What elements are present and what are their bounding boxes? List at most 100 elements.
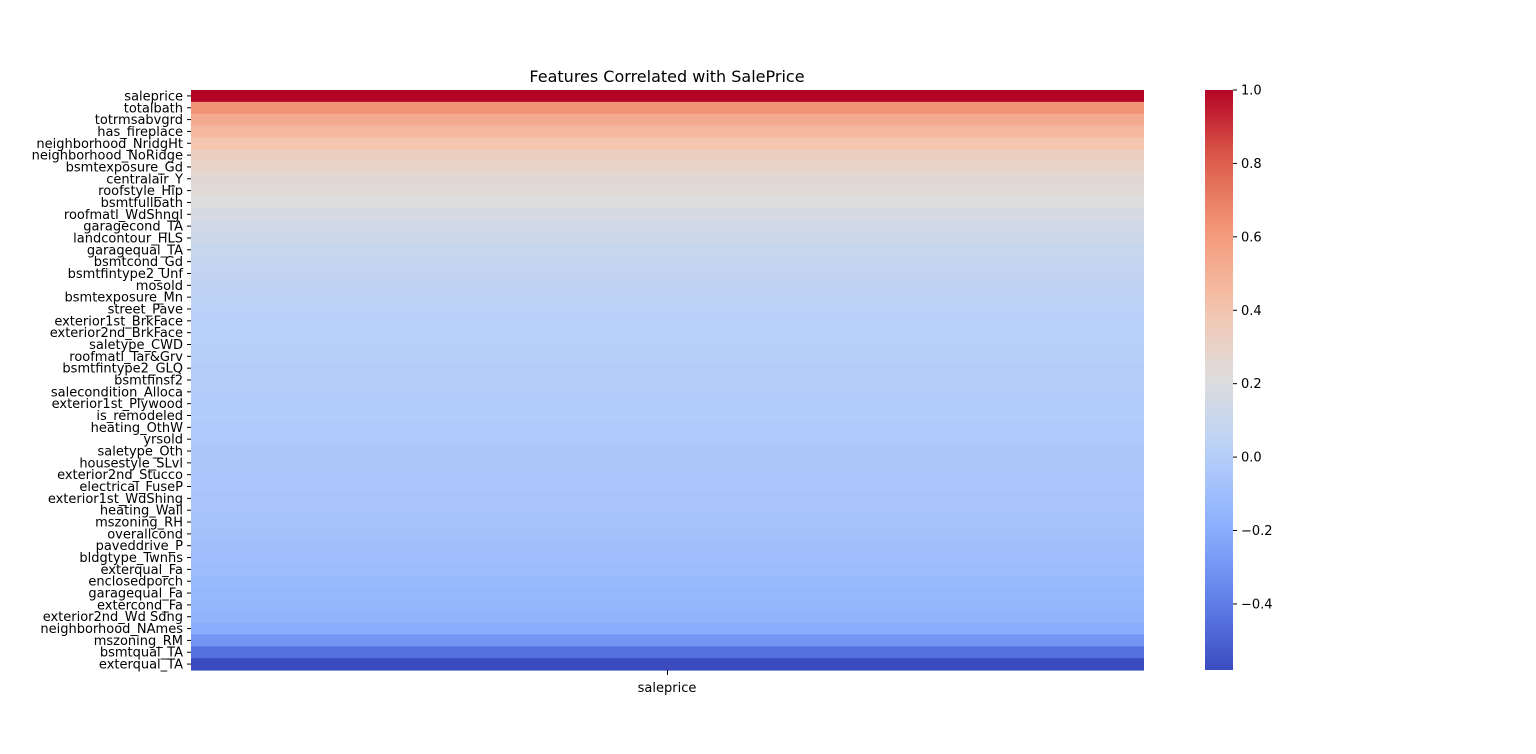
- heatmap-cell: [191, 125, 1144, 138]
- y-tick-label: garagecond_TA: [83, 220, 183, 235]
- colorbar-tick-label: −0.4: [1241, 597, 1273, 612]
- y-tick-label: bsmtfintype2_Unf: [68, 267, 184, 282]
- y-tick-label: exterior2nd_BrkFace: [50, 326, 183, 341]
- colorbar-tick-label: 0.8: [1241, 157, 1262, 172]
- y-tick-label: totrmsabvgrd: [95, 113, 183, 128]
- y-tick-label: mszoning_RM: [94, 634, 183, 649]
- y-tick-label: roofmatl_WdShngl: [64, 208, 183, 223]
- heatmap-cell: [191, 149, 1144, 162]
- y-tick-label: exterior2nd_Wd Sdng: [43, 610, 183, 625]
- y-tick-label: mszoning_RH: [95, 516, 183, 531]
- heatmap-cell: [191, 184, 1144, 198]
- heatmap-cell: [191, 243, 1144, 257]
- colorbar-ticks: 1.0 0.8 0.6 0.4 0.2 0.0 −0.2 −0.4: [1233, 84, 1273, 612]
- heatmap-cell: [191, 468, 1144, 482]
- heatmap-cell: [191, 492, 1144, 505]
- y-tick-label: landcontour_HLS: [73, 231, 183, 246]
- heatmap-cell: [191, 575, 1144, 588]
- y-tick-label: exterqual_Fa: [101, 563, 184, 578]
- heatmap-cell: [191, 267, 1144, 280]
- y-tick-label: bsmtcond_Gd: [94, 255, 183, 270]
- y-tick-label: centralair_Y: [106, 172, 183, 187]
- heatmap-cell: [191, 161, 1144, 174]
- heatmap-cell: [191, 137, 1144, 150]
- y-tick-label: exterior1st_BrkFace: [54, 314, 183, 329]
- y-tick-label: bsmtexposure_Gd: [66, 160, 183, 175]
- colorbar-gradient: [1205, 90, 1233, 670]
- y-tick-label: heating_Wall: [100, 504, 183, 519]
- heatmap-cell: [191, 303, 1144, 316]
- y-tick-label: mosold: [136, 279, 183, 294]
- y-tick-label: yrsold: [143, 433, 183, 448]
- y-tick-label: bsmtfinsf2: [114, 374, 183, 389]
- heatmap-cell: [191, 563, 1144, 576]
- heatmap-cell: [191, 421, 1144, 434]
- heatmap-cell: [191, 587, 1144, 600]
- heatmap-cells: [191, 90, 1144, 671]
- y-tick-label: neighborhood_NridgHt: [36, 137, 183, 152]
- heatmap-cell: [191, 326, 1144, 340]
- y-tick-label: paveddrive_P: [96, 539, 184, 554]
- y-tick-label: is_remodeled: [96, 409, 183, 424]
- heatmap-cell: [191, 504, 1144, 517]
- y-tick-label: saletype_Oth: [98, 445, 183, 460]
- y-tick-label: bsmtfintype2_GLQ: [62, 362, 183, 377]
- heatmap-cell: [191, 232, 1144, 245]
- heatmap-cell: [191, 90, 1144, 103]
- y-tick-label: heating_OthW: [91, 421, 183, 436]
- y-tick-label: has_fireplace: [97, 125, 183, 140]
- heatmap-cell: [191, 208, 1144, 221]
- x-axis: saleprice: [638, 670, 697, 696]
- y-tick-label: enclosedporch: [88, 575, 183, 590]
- heatmap-cell: [191, 291, 1144, 304]
- heatmap-cell: [191, 350, 1144, 363]
- heatmap-cell: [191, 255, 1144, 269]
- heatmap-cell: [191, 196, 1144, 209]
- y-tick-label: electrical_FuseP: [79, 480, 183, 495]
- y-tick-label: exterior2nd_Stucco: [57, 468, 183, 483]
- y-tick-label: neighborhood_NoRidge: [32, 149, 183, 164]
- y-tick-label: exterior1st_Plywood: [52, 397, 183, 412]
- y-tick-label: housestyle_SLvl: [79, 456, 183, 471]
- y-tick-label: bsmtqual_TA: [100, 646, 183, 661]
- colorbar-tick-label: 0.2: [1241, 377, 1262, 392]
- y-tick-label: garagequal_Fa: [88, 587, 183, 602]
- heatmap-cell: [191, 622, 1144, 636]
- colorbar-tick-label: 0.6: [1241, 230, 1262, 245]
- y-tick-label: roofmatl_Tar&Grv: [69, 350, 183, 365]
- colorbar-tick-label: 0.0: [1241, 451, 1262, 466]
- heatmap-cell: [191, 610, 1144, 624]
- y-tick-label: bldgtype_Twnhs: [79, 551, 183, 566]
- heatmap-cell: [191, 456, 1144, 470]
- y-tick-label: neighborhood_NAmes: [40, 622, 183, 637]
- heatmap-cell: [191, 314, 1144, 328]
- heatmap-cell: [191, 374, 1144, 387]
- heatmap-cell: [191, 385, 1144, 399]
- heatmap-cell: [191, 279, 1144, 292]
- heatmap-cell: [191, 551, 1144, 565]
- x-tick-label: saleprice: [638, 681, 697, 696]
- y-tick-label: salecondition_Alloca: [51, 385, 183, 400]
- y-tick-label: roofstyle_Hip: [98, 184, 183, 199]
- y-tick-label: exterqual_TA: [99, 658, 183, 673]
- heatmap-cell: [191, 480, 1144, 494]
- y-tick-label: extercond_Fa: [97, 598, 183, 613]
- heatmap-cell: [191, 172, 1144, 186]
- heatmap-cell: [191, 113, 1144, 127]
- heatmap-cell: [191, 516, 1144, 529]
- colorbar-tick-label: −0.2: [1241, 524, 1273, 539]
- y-tick-label: saleprice: [124, 89, 183, 104]
- heatmap-cell: [191, 658, 1144, 671]
- y-tick-label: bsmtexposure_Mn: [65, 291, 183, 306]
- heatmap-cell: [191, 101, 1144, 115]
- heatmap-cell: [191, 433, 1144, 446]
- row-labels: salepricetotalbathtotrmsabvgrdhas_firepl…: [32, 89, 191, 673]
- heatmap-cell: [191, 646, 1144, 659]
- heatmap-cell: [191, 445, 1144, 458]
- heatmap-cell: [191, 539, 1144, 553]
- y-tick-label: street_Pave: [108, 302, 183, 317]
- y-tick-label: bsmtfullbath: [101, 196, 183, 211]
- heatmap-cell: [191, 527, 1144, 541]
